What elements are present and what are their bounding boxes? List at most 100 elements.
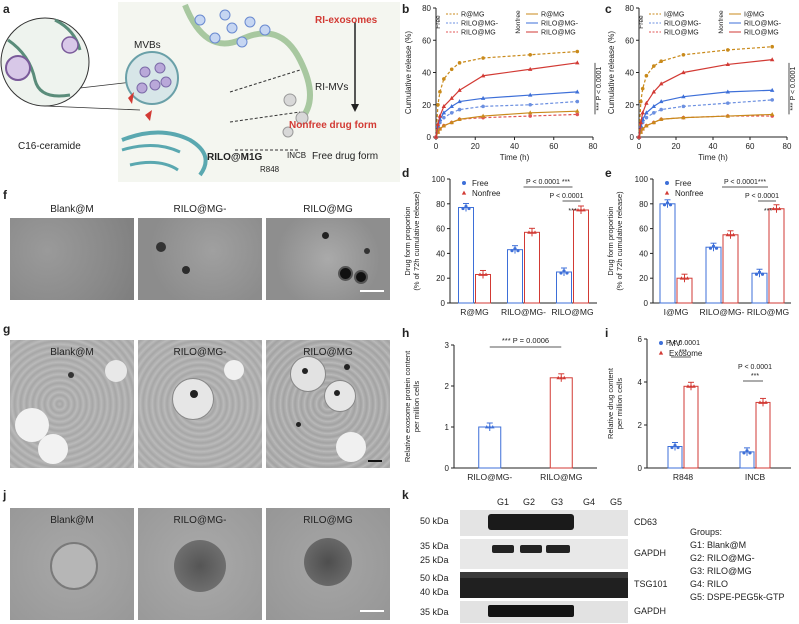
label-f-rilo-minus: RILO@MG-: [173, 204, 227, 215]
legend-label-5: RILO@MG: [541, 30, 576, 37]
x-tick-label: 60: [549, 142, 558, 151]
data-point: [659, 107, 663, 112]
data-point: [644, 115, 649, 120]
data-point: [481, 104, 485, 109]
x-axis-label: Time (h): [500, 153, 530, 162]
legend-label-0: R@MG: [461, 12, 484, 19]
data-point: [761, 400, 765, 404]
significance-label-3: ***: [764, 208, 772, 215]
data-point: [640, 110, 645, 115]
category-label-2: RILO@MG: [747, 307, 789, 317]
wb-lane-g1: G1: [497, 497, 510, 507]
data-point: [670, 445, 674, 450]
data-point: [575, 49, 580, 54]
data-point: [760, 272, 765, 276]
series-line-2: [435, 113, 578, 138]
schematic-label-r848: R848: [260, 165, 280, 174]
data-point: [457, 107, 462, 112]
data-point: [442, 77, 446, 81]
label-g-blank: Blank@M: [50, 347, 94, 358]
data-point: [681, 94, 686, 99]
data-point: [576, 208, 580, 212]
significance-label-1: P < 0.0001***: [724, 179, 766, 186]
data-point: [480, 113, 486, 118]
legend-group-nonfree: Nonfree: [515, 10, 522, 34]
data-point: [742, 451, 746, 455]
x-tick-label: 20: [471, 142, 480, 151]
data-point: [457, 116, 462, 121]
tem-image-f-rilo: [266, 218, 390, 300]
data-point: [770, 112, 775, 117]
data-point: [528, 102, 532, 107]
data-point: [659, 81, 664, 86]
data-point: [644, 73, 649, 78]
wb-group-1: G1: Blank@M: [690, 540, 747, 550]
wb-group-3: G3: RILO@MG: [690, 566, 752, 576]
y-tick-label: 6: [638, 335, 643, 344]
significance-label: *** P = 0.0006: [502, 336, 549, 345]
y-tick-label: 0: [638, 464, 643, 473]
schematic-label-nonfree: Nonfree drug form: [289, 120, 377, 131]
data-point: [681, 115, 686, 120]
data-point: [692, 384, 696, 388]
data-point: [480, 95, 486, 100]
data-point: [711, 244, 716, 248]
tem-image-g-blank: [10, 340, 134, 468]
y-tick-label: 0: [445, 464, 450, 473]
wb-groups-title: Groups:: [690, 527, 723, 537]
legend-label-1: RILO@MG-: [664, 21, 702, 28]
wb-lane-g2: G2: [523, 497, 536, 507]
data-point: [556, 375, 561, 380]
series-line-1: [638, 99, 773, 138]
data-point: [681, 104, 686, 109]
y-tick-label: 20: [639, 274, 648, 283]
y-tick-label: 20: [422, 101, 431, 110]
tem-image-j-rilo-minus: [138, 508, 262, 620]
mvb-circle: [125, 51, 179, 105]
series-line-0: [435, 50, 578, 138]
y-tick-label: 0: [644, 299, 649, 308]
label-j-rilo: RILO@MG: [303, 515, 353, 526]
y-tick-label: 2: [638, 421, 643, 430]
y-axis-label-0: Drug form proportion: [606, 206, 615, 275]
bar-2-1: [768, 208, 785, 304]
data-point: [437, 126, 443, 131]
data-point: [651, 89, 656, 94]
data-point: [528, 92, 533, 97]
wb-marker-gapdh2-35: 35 kDa: [420, 607, 449, 617]
series-line-3: [638, 113, 773, 138]
label-f-rilo: RILO@MG: [303, 204, 353, 215]
data-point: [745, 449, 749, 453]
data-point: [575, 89, 580, 94]
data-point: [757, 270, 762, 274]
series-line-2: [638, 115, 773, 138]
data-point: [480, 73, 486, 78]
chart-b-release: 0 20 40 60 80 0 20 40 60 80 Time (h) Cumulative rel…: [404, 4, 603, 162]
legend-marker: [658, 350, 664, 355]
legend-marker: [659, 341, 663, 345]
y-axis-label-0: Relative drug content: [606, 367, 615, 439]
data-point: [441, 110, 447, 115]
data-point: [668, 203, 673, 207]
wb-blot-gapdh-1: [460, 539, 628, 569]
y-tick-label: 60: [639, 225, 648, 234]
wb-group-4: G4: RILO: [690, 579, 729, 589]
data-point: [530, 230, 534, 234]
label-g-rilo: RILO@MG: [303, 347, 353, 358]
significance-label: *** P < 0.0001: [596, 67, 603, 111]
legend-label-1: Nonfree: [472, 189, 501, 198]
data-point: [481, 56, 485, 60]
wb-label-gapdh-2: GAPDH: [634, 606, 667, 616]
category-label-1: RILO@MG-: [700, 307, 745, 317]
data-point: [562, 375, 567, 380]
data-point: [652, 111, 656, 115]
y-tick-label: 20: [625, 101, 634, 110]
data-point: [435, 121, 441, 126]
y-tick-label: 2: [445, 382, 450, 391]
wb-marker-tsg-50: 50 kDa: [420, 573, 449, 583]
data-point: [777, 206, 782, 211]
schematic-label-free: Free drug form: [312, 151, 379, 162]
y-tick-label: 0: [427, 133, 432, 142]
data-point: [726, 48, 730, 52]
schematic-label-rilo: RILO@M1G: [207, 152, 263, 163]
